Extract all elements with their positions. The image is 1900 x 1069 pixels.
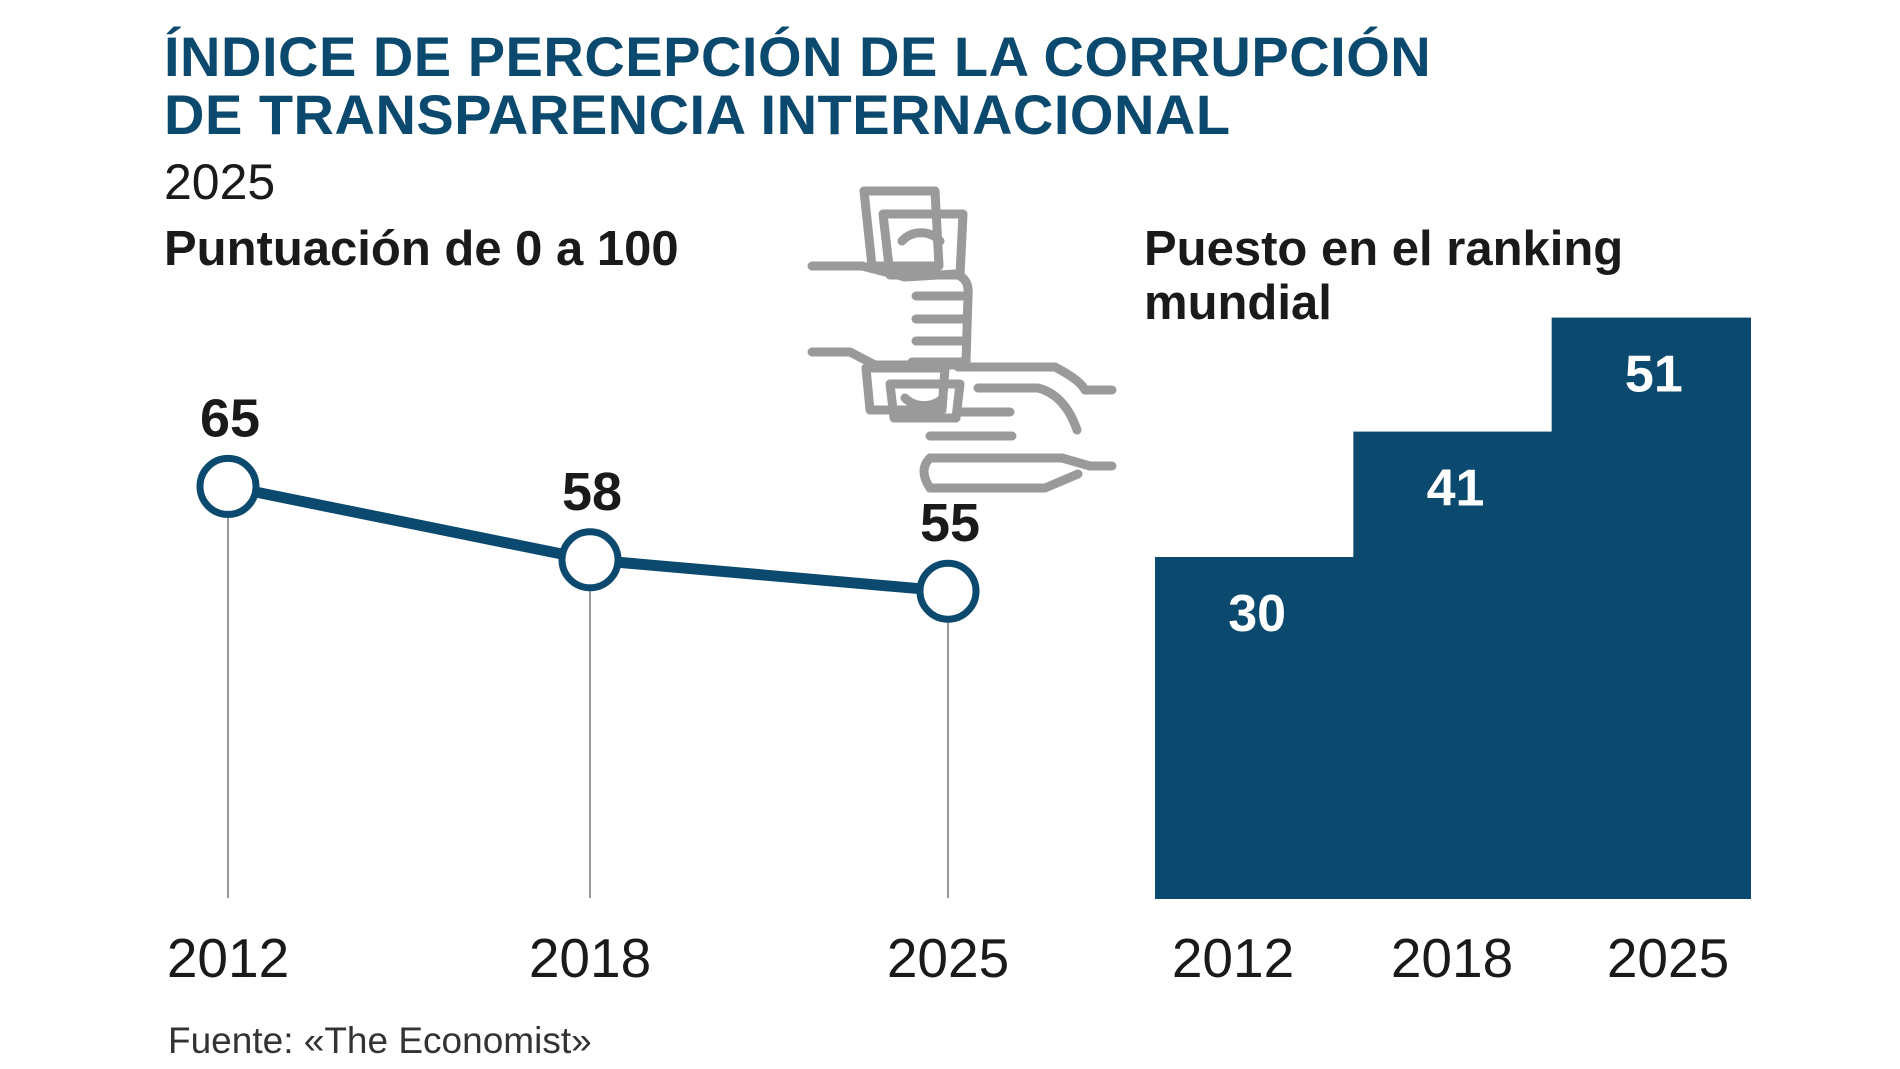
line-data-label-2025: 55	[920, 493, 980, 553]
line-point-2012	[196, 454, 260, 518]
line-point-2025	[916, 559, 980, 623]
bar-x-tick-2012: 2012	[1172, 927, 1294, 989]
line-x-tick-2012: 2012	[167, 927, 289, 989]
chart-year: 2025	[164, 154, 276, 210]
bar-data-label-2025: 51	[1625, 346, 1683, 404]
bar-x-tick-2018: 2018	[1391, 927, 1513, 989]
bar-data-label-2012: 30	[1228, 585, 1286, 643]
line-x-tick-2018: 2018	[529, 927, 651, 989]
bar-x-tick-2025: 2025	[1607, 927, 1729, 989]
line-chart-subtitle: Puntuación de 0 a 100	[164, 222, 679, 276]
line-chart: 65 2012 58 2018 55 2025	[167, 388, 1009, 989]
bar-chart: 30 2012 41 2018 51 2025	[1155, 317, 1751, 989]
bar-chart-subtitle: Puesto en el ranking mundial	[1144, 222, 1624, 330]
line-data-label-2012: 65	[200, 388, 260, 448]
bar-data-label-2018: 41	[1427, 460, 1485, 518]
bribe-hands-money-icon	[807, 186, 1117, 493]
line-point-2018	[558, 528, 622, 592]
line-x-tick-2025: 2025	[887, 927, 1009, 989]
line-data-label-2018: 58	[562, 462, 622, 522]
bar-2018	[1353, 431, 1553, 899]
bar-2025	[1551, 317, 1751, 900]
source-note: Fuente: «The Economist»	[168, 1020, 592, 1061]
bar-2012	[1155, 557, 1355, 899]
chart-title: ÍNDICE DE PERCEPCIÓN DE LA CORRUPCIÓN DE…	[164, 28, 1431, 144]
title-line-2: DE TRANSPARENCIA INTERNACIONAL	[164, 83, 1231, 146]
title-line-1: ÍNDICE DE PERCEPCIÓN DE LA CORRUPCIÓN	[164, 25, 1432, 88]
